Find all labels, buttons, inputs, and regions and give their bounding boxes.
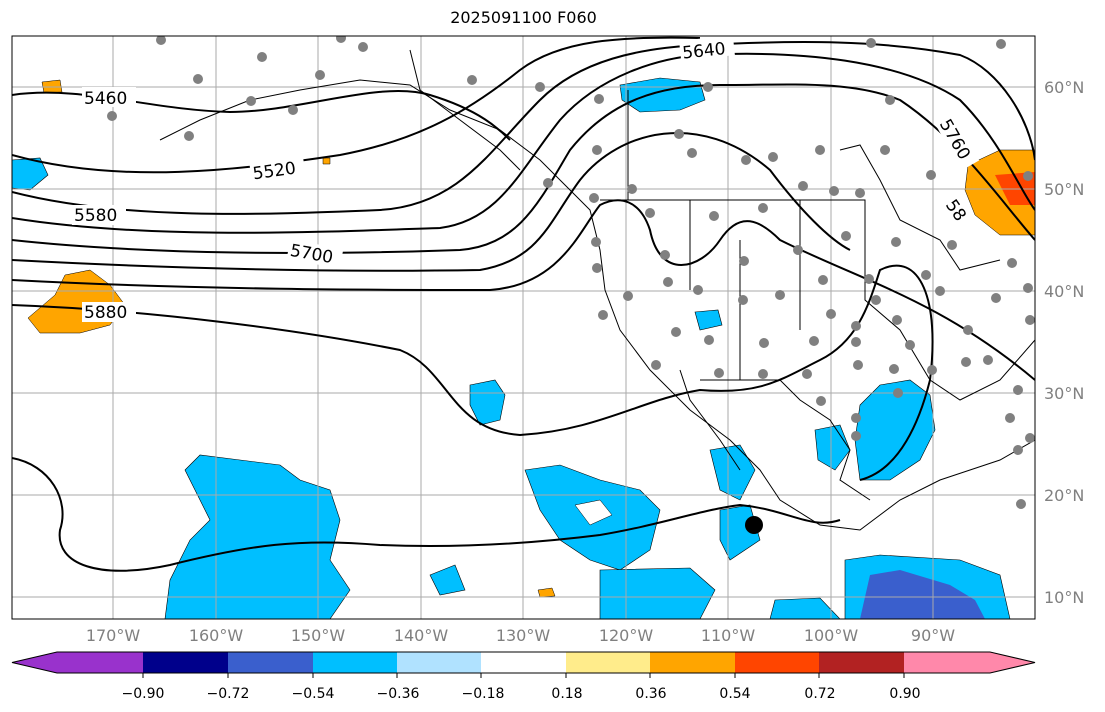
graticule — [12, 36, 1035, 619]
white-hole — [574, 499, 613, 526]
colorbar-segment — [397, 652, 481, 673]
colorbar-segment — [566, 652, 650, 673]
lat-label: 60°N — [1044, 78, 1085, 97]
lon-label: 90°W — [910, 626, 956, 645]
colorbar-tick: 0.72 — [804, 686, 836, 702]
lon-label: 110°W — [700, 626, 756, 645]
lat-label: 50°N — [1044, 180, 1085, 199]
coastlines — [159, 49, 1035, 531]
colorbar-segment — [650, 652, 735, 673]
colorbar-segment — [819, 652, 904, 673]
colorbar-tick: 0.90 — [889, 686, 921, 702]
lon-label: 160°W — [188, 626, 244, 645]
station-markers — [107, 36, 1035, 509]
lat-label: 40°N — [1044, 282, 1085, 301]
colorbar-segment — [904, 652, 1035, 673]
contour-label: 5460 — [84, 89, 127, 109]
colorbar-segment — [313, 652, 397, 673]
colorbar-tick: 0.54 — [719, 686, 751, 702]
colorbar-tick: −0.54 — [291, 686, 335, 702]
contour-label: 5580 — [74, 206, 117, 226]
map-title: 2025091100 F060 — [450, 8, 597, 27]
colorbar-tick: 0.36 — [635, 686, 667, 702]
lon-label: 140°W — [393, 626, 449, 645]
lon-label: 130°W — [495, 626, 551, 645]
lat-label: 30°N — [1044, 384, 1085, 403]
lon-label: 150°W — [290, 626, 346, 645]
lon-label: 120°W — [598, 626, 654, 645]
colorbar-tick: −0.90 — [121, 686, 165, 702]
colorbar-tick: 0.18 — [551, 686, 583, 702]
colorbar-tick: −0.36 — [376, 686, 420, 702]
colorbar-outline — [11, 651, 1036, 674]
colorbar — [11, 651, 1036, 678]
colorbar-segment — [735, 652, 819, 673]
lon-label: 170°W — [85, 626, 141, 645]
storm-center-marker — [745, 516, 763, 534]
strong-negative-area — [860, 570, 985, 619]
height-contours — [12, 36, 1035, 572]
colorbar-tick: −0.72 — [206, 686, 250, 702]
lat-label: 20°N — [1044, 486, 1085, 505]
contour-label: 5640 — [681, 39, 726, 63]
lon-label: 100°W — [803, 626, 859, 645]
contour-label: 5880 — [84, 303, 127, 323]
lat-label: 10°N — [1044, 588, 1085, 607]
colorbar-segment — [481, 652, 566, 673]
colorbar-tick: −0.18 — [461, 686, 505, 702]
colorbar-segment — [228, 652, 313, 673]
colorbar-segment — [143, 652, 228, 673]
colorbar-segment — [12, 652, 143, 673]
